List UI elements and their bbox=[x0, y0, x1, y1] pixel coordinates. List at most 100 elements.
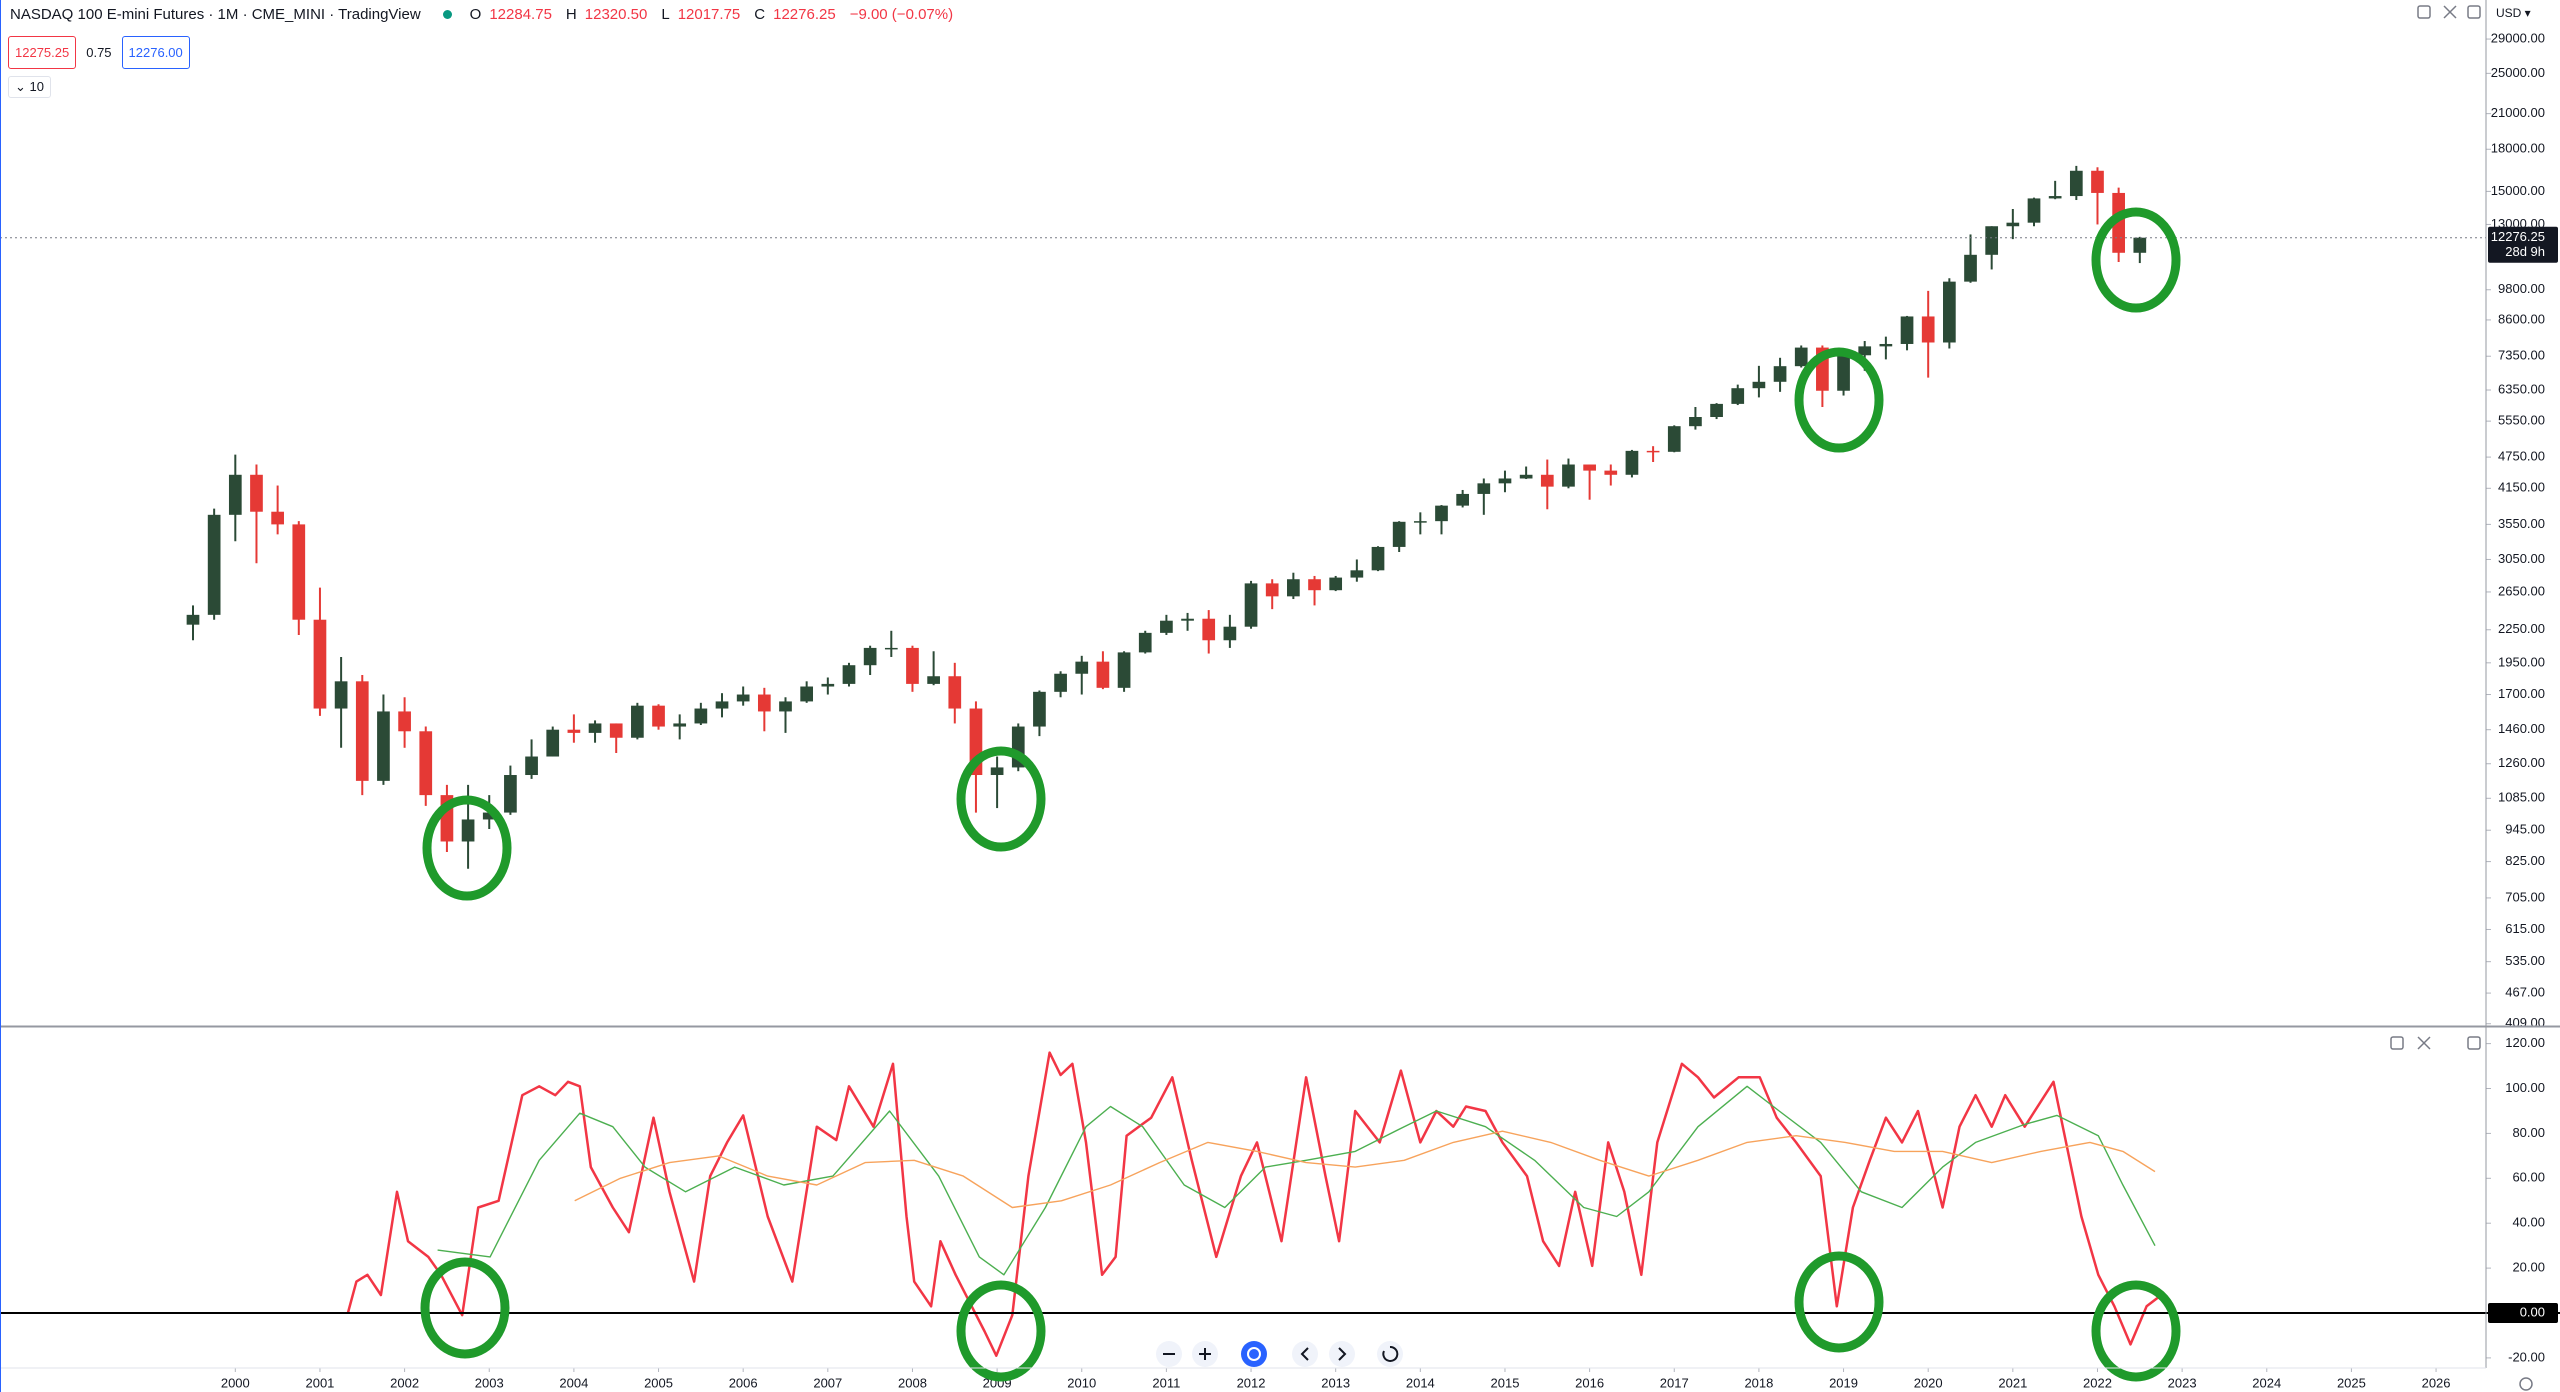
candle-body bbox=[228, 474, 242, 515]
candle-body bbox=[1413, 521, 1427, 523]
candle-body bbox=[482, 812, 496, 820]
x-tick-label: 2006 bbox=[729, 1375, 758, 1390]
icon bbox=[1382, 1345, 1399, 1362]
move-up-button[interactable] bbox=[2390, 1036, 2404, 1050]
candle-body bbox=[1392, 521, 1406, 547]
y-tick-label: 3050.00 bbox=[2498, 551, 2545, 566]
candle-body bbox=[1625, 450, 1639, 475]
y-tick-label: 25000.00 bbox=[2491, 65, 2545, 80]
candle-body bbox=[1181, 618, 1194, 621]
candle-body bbox=[398, 711, 411, 732]
y-tick-label: 4150.00 bbox=[2498, 480, 2545, 495]
candle-body bbox=[1329, 577, 1343, 591]
candle-body bbox=[1689, 417, 1702, 427]
indicator-line bbox=[574, 1130, 2156, 1209]
candle-body bbox=[927, 676, 940, 684]
scroll-left-button[interactable] bbox=[1292, 1341, 1318, 1367]
candle-body bbox=[1096, 661, 1110, 688]
candle-body bbox=[884, 647, 898, 650]
candle-body bbox=[1456, 493, 1469, 506]
x-tick-label: 2010 bbox=[1067, 1375, 1096, 1390]
candle-body bbox=[1710, 403, 1723, 418]
candle-body bbox=[800, 686, 814, 702]
candle-body bbox=[715, 701, 729, 709]
circle bbox=[2091, 207, 2181, 313]
scroll-right-button[interactable] bbox=[1329, 1341, 1355, 1367]
candle-body bbox=[1287, 579, 1300, 597]
candle-body bbox=[1160, 620, 1173, 633]
candle-body bbox=[1033, 691, 1046, 727]
y-tick-label: 615.00 bbox=[2505, 921, 2545, 936]
y-tick-label: 6350.00 bbox=[2498, 381, 2545, 396]
ohlc-value: 12017.75 bbox=[677, 6, 741, 23]
close-pane-button[interactable] bbox=[2417, 1036, 2431, 1050]
y-tick-label: 60.00 bbox=[2512, 1170, 2545, 1185]
x-tick-label: 2015 bbox=[1491, 1375, 1520, 1390]
y-tick-label: 120.00 bbox=[2505, 1035, 2545, 1050]
y-tick-label: 80.00 bbox=[2512, 1125, 2545, 1140]
currency[interactable]: USD ▾ bbox=[2496, 6, 2531, 20]
settings-button[interactable] bbox=[2519, 1377, 2533, 1391]
candle-body bbox=[1943, 281, 1956, 343]
x-tick-label: 2013 bbox=[1321, 1375, 1350, 1390]
candle-body bbox=[186, 614, 200, 625]
x-tick-label: 2012 bbox=[1237, 1375, 1266, 1390]
candle-body bbox=[419, 731, 433, 796]
last-price-box bbox=[2488, 226, 2558, 263]
candle-body bbox=[631, 705, 644, 738]
candle-body bbox=[1583, 464, 1596, 471]
reset-scale-button[interactable] bbox=[1241, 1341, 1267, 1367]
candle-body bbox=[377, 711, 390, 781]
candle-body bbox=[2091, 170, 2104, 193]
buy-button[interactable]: 12276.00 bbox=[121, 36, 190, 69]
close-button[interactable] bbox=[2443, 5, 2457, 19]
candle-body bbox=[1265, 583, 1279, 597]
candle-body bbox=[1964, 254, 1977, 282]
ohlc-value: 12284.75 bbox=[489, 6, 552, 23]
candle-body bbox=[990, 767, 1004, 776]
indicator-line bbox=[346, 1051, 2160, 1357]
y-tick-label: 8600.00 bbox=[2498, 311, 2545, 326]
x-tick-label: 2019 bbox=[1829, 1375, 1858, 1390]
candle-body bbox=[1921, 316, 1935, 343]
candle-body bbox=[1223, 626, 1237, 641]
y-tick-label: 15000.00 bbox=[2491, 183, 2545, 198]
indicators-toggle[interactable]: ⌄ 10 bbox=[8, 76, 51, 98]
ohlc-key: L bbox=[661, 6, 670, 23]
zero-label: 0.00 bbox=[2520, 1304, 2545, 1319]
x-tick-label: 2005 bbox=[644, 1375, 673, 1390]
candle-body bbox=[948, 676, 962, 709]
move-down-button[interactable] bbox=[2417, 5, 2431, 19]
maximize-button[interactable] bbox=[2467, 5, 2481, 19]
candle-body bbox=[1519, 474, 1533, 479]
maximize-pane-button[interactable] bbox=[2467, 1036, 2481, 1050]
ohlc-key: C bbox=[754, 6, 766, 23]
candle-body bbox=[1667, 426, 1681, 452]
x-tick-label: 2017 bbox=[1660, 1375, 1689, 1390]
y-tick-label: 21000.00 bbox=[2491, 105, 2545, 120]
candles bbox=[186, 165, 2147, 869]
candle-body bbox=[1202, 618, 1216, 641]
candle-body bbox=[2006, 222, 2020, 227]
x-tick-label: 2008 bbox=[898, 1375, 927, 1390]
candle-body bbox=[1604, 470, 1618, 475]
x-tick-label: 2022 bbox=[2083, 1375, 2112, 1390]
candle-body bbox=[1562, 464, 1575, 487]
y-tick-label: 20.00 bbox=[2512, 1260, 2545, 1275]
y-tick-label: 535.00 bbox=[2505, 953, 2545, 968]
x-tick-label: 2014 bbox=[1406, 1375, 1435, 1390]
y-tick-label: 1460.00 bbox=[2498, 721, 2545, 736]
sell-button[interactable]: 12275.25 bbox=[8, 36, 77, 69]
currency-label: USD bbox=[2496, 6, 2522, 20]
indicator-count: 10 bbox=[29, 79, 44, 94]
bid-ask: 12275.25 0.75 12276.00 bbox=[8, 36, 190, 69]
candle-body bbox=[355, 681, 369, 781]
candle-body bbox=[1858, 346, 1872, 356]
reset-button[interactable] bbox=[1377, 1341, 1403, 1367]
candle-body bbox=[906, 647, 919, 684]
x-tick-label: 2007 bbox=[813, 1375, 842, 1390]
candle-body bbox=[1498, 478, 1512, 484]
y-tick-label: -20.00 bbox=[2508, 1349, 2545, 1364]
candle-body bbox=[1731, 388, 1745, 404]
